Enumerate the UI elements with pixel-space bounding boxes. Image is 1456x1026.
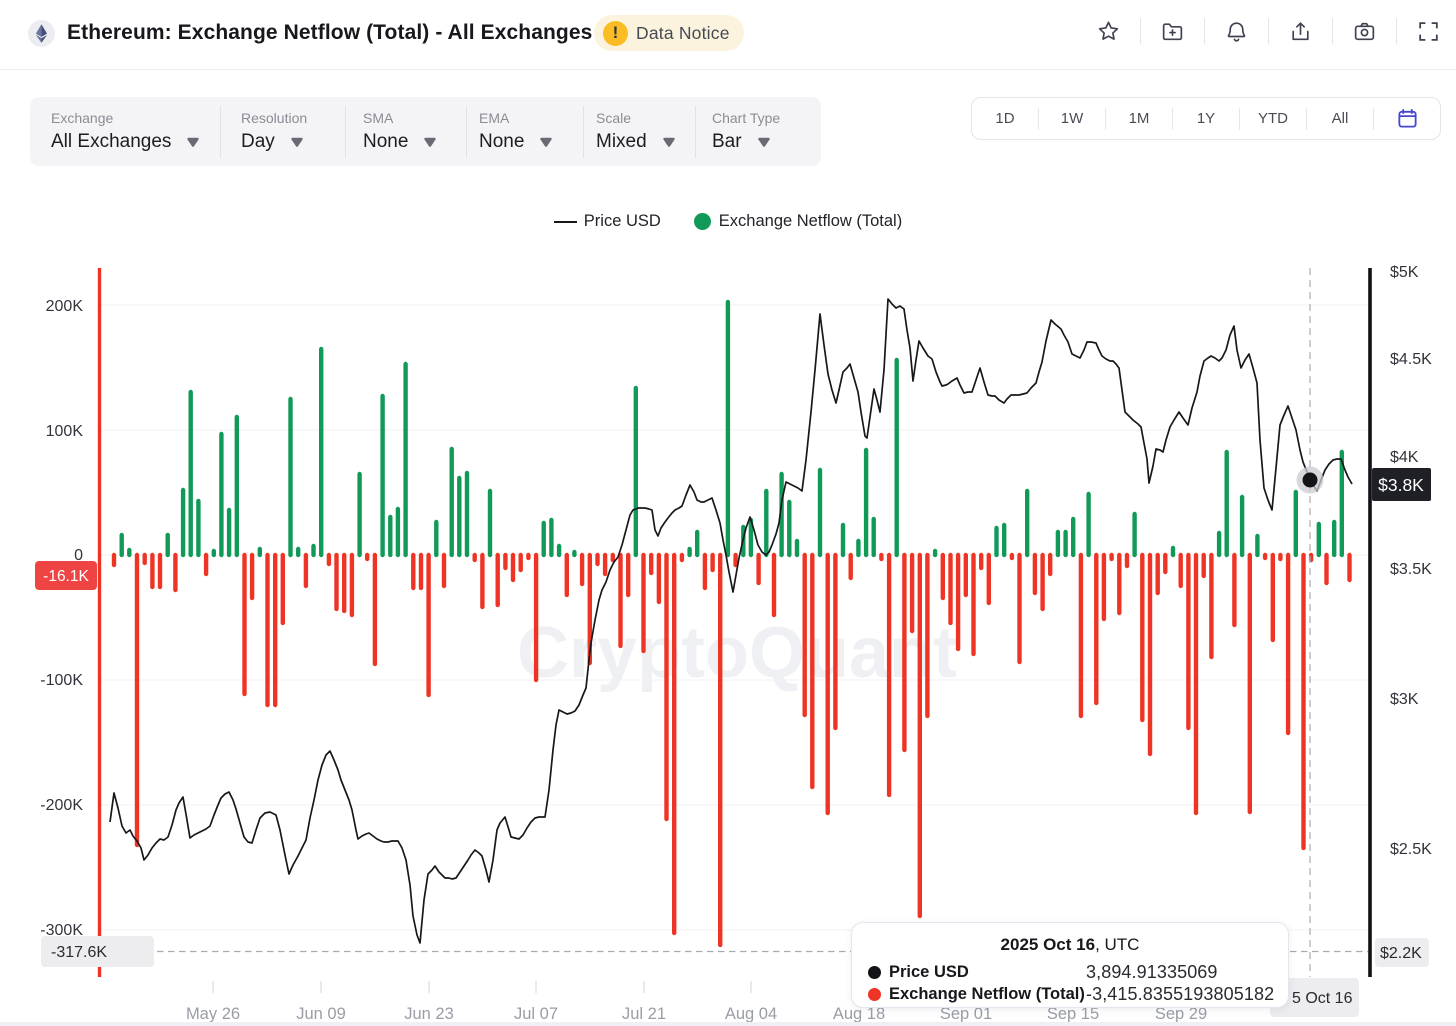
svg-text:$5K: $5K bbox=[1390, 264, 1419, 281]
svg-text:0: 0 bbox=[74, 547, 83, 564]
svg-text:May 26: May 26 bbox=[186, 1005, 240, 1023]
svg-text:Aug 18: Aug 18 bbox=[833, 1005, 885, 1023]
svg-text:Jul 21: Jul 21 bbox=[622, 1005, 666, 1023]
svg-text:$3K: $3K bbox=[1390, 691, 1419, 708]
svg-text:Sep 01: Sep 01 bbox=[940, 1005, 992, 1023]
svg-text:Sep 15: Sep 15 bbox=[1047, 1005, 1099, 1023]
svg-text:-16.1K: -16.1K bbox=[43, 568, 89, 585]
svg-text:$4K: $4K bbox=[1390, 449, 1419, 466]
svg-text:-317.6K: -317.6K bbox=[51, 944, 107, 961]
svg-text:-200K: -200K bbox=[40, 797, 83, 814]
svg-text:Sep 29: Sep 29 bbox=[1155, 1005, 1207, 1023]
svg-text:-300K: -300K bbox=[40, 922, 83, 939]
svg-text:-100K: -100K bbox=[40, 672, 83, 689]
svg-text:$3.5K: $3.5K bbox=[1390, 561, 1432, 578]
svg-text:$4.5K: $4.5K bbox=[1390, 351, 1432, 368]
svg-text:Aug 04: Aug 04 bbox=[725, 1005, 777, 1023]
svg-text:Jun 09: Jun 09 bbox=[296, 1005, 346, 1023]
svg-text:Jun 23: Jun 23 bbox=[404, 1005, 454, 1023]
svg-text:Jul 07: Jul 07 bbox=[514, 1005, 558, 1023]
svg-text:$2.2K: $2.2K bbox=[1380, 945, 1422, 962]
svg-text:100K: 100K bbox=[46, 423, 84, 440]
svg-text:$3.8K: $3.8K bbox=[1378, 475, 1424, 495]
svg-text:5 Oct 16: 5 Oct 16 bbox=[1292, 990, 1353, 1007]
svg-text:$2.5K: $2.5K bbox=[1390, 841, 1432, 858]
svg-text:200K: 200K bbox=[46, 298, 84, 315]
